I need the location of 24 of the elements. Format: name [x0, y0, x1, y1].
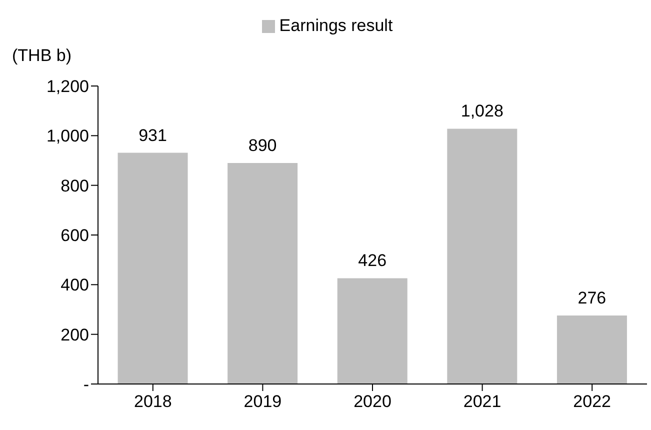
bar: [118, 152, 188, 384]
data-label: 931: [138, 126, 167, 145]
y-tick-label: 800: [60, 176, 89, 196]
x-tick-label: 2018: [134, 392, 172, 412]
y-tick-label: 1,000: [46, 126, 89, 146]
x-tick-label: 2022: [573, 392, 612, 412]
legend-label: Earnings result: [279, 16, 393, 35]
data-label: 890: [248, 136, 277, 155]
bar: [447, 128, 518, 384]
data-label: 1,028: [460, 102, 504, 121]
x-tick-label: 2020: [354, 392, 392, 412]
y-tick-label: -: [83, 375, 89, 394]
data-label: 426: [358, 251, 387, 270]
bar: [556, 315, 627, 384]
x-tick-label: 2021: [463, 392, 502, 412]
bar: [337, 278, 408, 384]
bar: [228, 162, 298, 384]
y-tick-label: 1,200: [46, 77, 89, 96]
y-axis-title: (THB b): [12, 46, 72, 66]
y-tick-label: 400: [60, 276, 89, 295]
data-label: 276: [578, 288, 606, 308]
y-tick-label: 200: [60, 325, 89, 344]
x-tick-label: 2019: [244, 392, 282, 412]
y-tick-label: 600: [60, 226, 89, 246]
